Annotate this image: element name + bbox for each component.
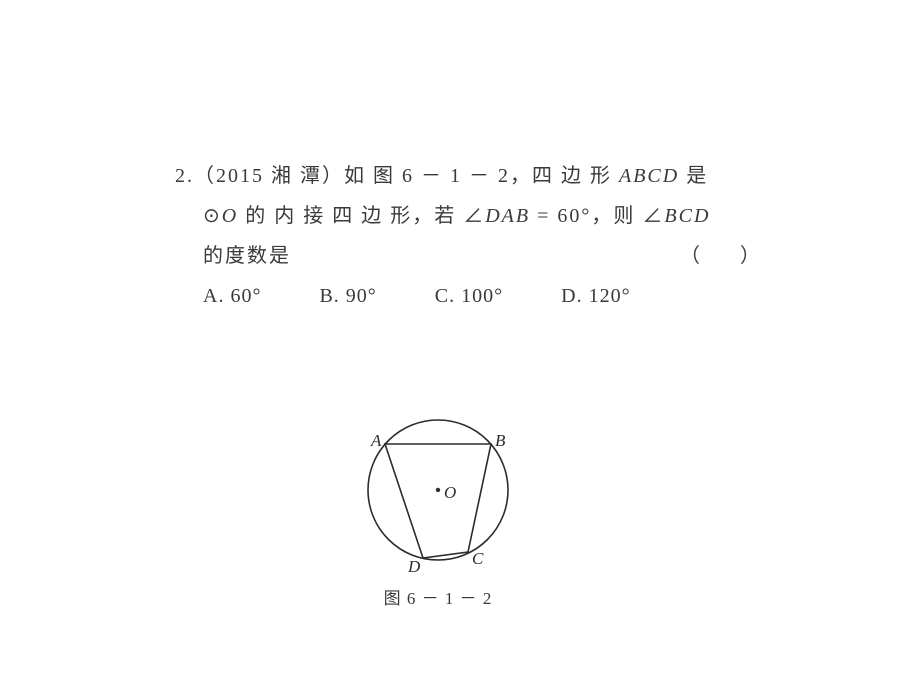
- question-text-2a: ⊙: [203, 205, 222, 227]
- option-d: D. 120°: [561, 276, 630, 316]
- label-a: A: [370, 431, 382, 450]
- label-abcd: ABCD: [619, 165, 679, 187]
- option-c: C. 100°: [435, 276, 503, 316]
- center-dot: [436, 488, 440, 492]
- question-text-2b: 的 内 接 四 边 形，若 ∠: [238, 205, 485, 227]
- question-line-3: 的度数是 （ ）: [175, 236, 760, 276]
- quadrilateral-abcd: [385, 444, 491, 558]
- figure-container: A B C D O 图 6 － 1 － 2: [338, 400, 538, 609]
- question-text-2c: = 60°，则 ∠: [530, 205, 664, 227]
- label-c: C: [472, 549, 484, 568]
- label-b: B: [495, 431, 506, 450]
- question-line-1: 2.（2015 湘 潭）如 图 6 － 1 － 2，四 边 形 ABCD 是: [175, 156, 760, 196]
- geometry-diagram: A B C D O: [338, 400, 538, 580]
- label-d: D: [407, 557, 421, 576]
- question-number: 2.: [175, 165, 194, 187]
- question-text-3: 的度数是: [203, 245, 291, 267]
- question-block: 2.（2015 湘 潭）如 图 6 － 1 － 2，四 边 形 ABCD 是 ⊙…: [175, 156, 760, 316]
- option-a: A. 60°: [203, 276, 261, 316]
- option-b: B. 90°: [319, 276, 376, 316]
- label-o: O: [444, 483, 456, 502]
- question-line-2: ⊙O 的 内 接 四 边 形，若 ∠DAB = 60°，则 ∠BCD: [175, 196, 760, 236]
- label-dab: DAB: [485, 205, 530, 227]
- label-o-inline: O: [222, 205, 238, 227]
- answer-paren: （ ）: [680, 236, 760, 276]
- question-text-1b: 是: [679, 165, 708, 187]
- label-bcd: BCD: [664, 205, 710, 227]
- options-row: A. 60° B. 90° C. 100° D. 120°: [175, 276, 760, 316]
- question-text-1a: （2015 湘 潭）如 图 6 － 1 － 2，四 边 形: [194, 165, 619, 187]
- figure-caption: 图 6 － 1 － 2: [338, 584, 538, 609]
